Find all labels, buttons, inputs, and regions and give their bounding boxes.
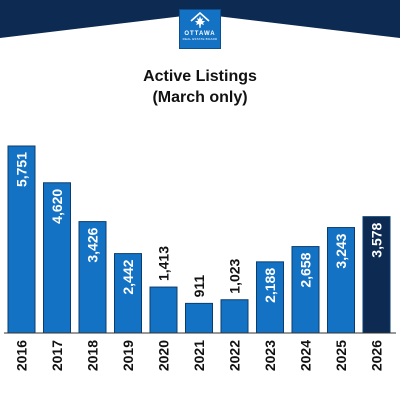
house-maple-leaf-icon: [190, 12, 210, 28]
value-label-2021: 911: [191, 275, 207, 298]
header-band: [0, 0, 400, 38]
bar-2023: [256, 261, 284, 334]
value-labels-layer: 5,751 4,620 3,426 2,442 1,413 911 1,023 2,188 2,…: [14, 152, 385, 303]
bar-2019: [114, 253, 142, 334]
bar-2018: [78, 221, 107, 334]
bar-2022: [220, 299, 249, 334]
value-label-2018: 3,426: [85, 227, 101, 262]
value-label-2017: 4,620: [49, 189, 65, 224]
x-tick-label-2025: 2025: [333, 340, 349, 371]
x-tick-label-2017: 2017: [49, 340, 65, 371]
value-label-2025: 3,243: [333, 233, 349, 268]
bar-2025: [327, 227, 355, 334]
value-label-2024: 2,658: [298, 252, 314, 287]
x-tick-label-2023: 2023: [262, 340, 278, 371]
chart-title-block: Active Listings (March only): [0, 66, 400, 108]
value-label-2020: 1,413: [156, 246, 172, 281]
x-tick-label-2018: 2018: [85, 340, 101, 371]
x-tick-label-2021: 2021: [191, 340, 207, 371]
x-tick-label-2026: 2026: [369, 340, 385, 371]
value-label-2023: 2,188: [262, 268, 278, 303]
value-label-2026: 3,578: [369, 222, 385, 257]
logo-wordmark: OTTAWA: [184, 31, 216, 37]
value-label-2019: 2,442: [120, 259, 136, 294]
x-axis: 2016 2017 2018 2019 2020 2021 2022 2023 2024 2025…: [4, 332, 396, 371]
bar-2017: [43, 182, 71, 334]
x-tick-label-2022: 2022: [227, 340, 243, 371]
x-tick-label-2019: 2019: [120, 340, 136, 371]
ottawa-real-estate-board-logo: OTTAWA REAL ESTATE BOARD: [179, 9, 221, 49]
bar-2016: [7, 145, 36, 334]
chart-subtitle: (March only): [152, 89, 248, 106]
x-tick-label-2016: 2016: [14, 340, 30, 371]
logo-tagline: REAL ESTATE BOARD: [182, 37, 218, 41]
bar-2021: [185, 302, 213, 334]
bars-layer: [7, 145, 391, 334]
chart-title: Active Listings: [143, 68, 257, 85]
value-label-2022: 1,023: [227, 258, 243, 293]
value-label-2016: 5,751: [14, 152, 30, 187]
x-tick-label-2024: 2024: [298, 340, 314, 371]
bar-2020: [149, 286, 178, 334]
bar-2024: [291, 246, 320, 334]
bar-2026: [362, 216, 391, 334]
header-background: [0, 0, 400, 38]
x-tick-label-2020: 2020: [156, 340, 172, 371]
